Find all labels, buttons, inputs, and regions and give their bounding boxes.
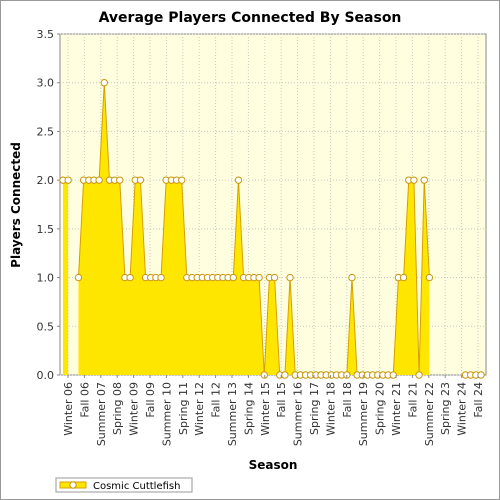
legend-label: Cosmic Cuttlefish (93, 481, 180, 492)
x-tick-label: Winter 06 (62, 382, 75, 436)
data-point (64, 176, 72, 184)
y-tick-label: 3.0 (37, 77, 55, 90)
series-markers (59, 79, 485, 379)
x-tick-label: Summer 13 (226, 382, 239, 446)
x-axis-label: Season (249, 458, 298, 472)
data-point (399, 273, 408, 282)
x-tick-label: Spring 08 (111, 382, 124, 435)
x-tick-label: Summer 10 (160, 382, 173, 446)
x-tick-label: Spring 17 (308, 382, 321, 435)
data-point (415, 371, 423, 379)
y-tick-label: 2.0 (37, 174, 55, 187)
y-axis-label: Players Connected (9, 142, 23, 268)
x-tick-label: Winter 12 (193, 382, 206, 436)
x-axis-ticks: Winter 06 Fall 06 Summer 07 Spring 08 Winter… (62, 375, 485, 446)
data-point (477, 371, 485, 379)
data-point (255, 273, 263, 282)
x-tick-label: Spring 23 (439, 382, 452, 435)
x-tick-label: Summer 16 (292, 382, 305, 446)
x-tick-label: Fall 12 (210, 382, 223, 418)
data-point (270, 273, 279, 282)
data-point (281, 371, 289, 379)
data-point (177, 176, 186, 184)
x-tick-label: Fall 09 (144, 382, 157, 418)
y-tick-label: 0.5 (37, 320, 55, 333)
x-tick-label: Fall 24 (472, 382, 485, 418)
y-axis-ticks: 0.0 0.5 1.0 1.5 2.0 2.5 3.0 3.5 (37, 28, 60, 382)
data-point (95, 176, 103, 184)
x-tick-label: Winter 24 (456, 382, 469, 436)
y-tick-label: 0.0 (37, 369, 55, 382)
chart-title: Average Players Connected By Season (99, 10, 402, 26)
data-point (157, 273, 165, 282)
data-point (116, 176, 124, 184)
y-tick-label: 1.5 (37, 223, 55, 236)
data-point (260, 371, 268, 379)
y-tick-label: 3.5 (37, 28, 55, 41)
x-tick-label: Spring 11 (177, 382, 190, 435)
data-point (74, 273, 83, 282)
x-tick-label: Summer 22 (423, 382, 436, 446)
x-tick-label: Spring 20 (374, 382, 387, 435)
x-tick-label: Fall 18 (341, 382, 354, 418)
x-tick-label: Summer 07 (95, 382, 108, 446)
y-tick-label: 1.0 (37, 272, 55, 285)
area-fill (63, 180, 69, 375)
x-tick-label: Fall 21 (406, 382, 419, 418)
data-point (286, 273, 294, 282)
data-point (100, 79, 108, 87)
data-point (126, 273, 134, 282)
legend-marker (69, 481, 77, 489)
x-tick-label: Summer 19 (357, 382, 370, 446)
data-point (136, 176, 145, 184)
x-tick-label: Spring 14 (242, 382, 255, 435)
data-point (234, 176, 243, 184)
data-point (229, 273, 237, 282)
x-tick-label: Fall 15 (275, 382, 288, 418)
data-point (425, 273, 434, 282)
data-point (348, 273, 356, 282)
legend: Cosmic Cuttlefish (55, 477, 193, 493)
x-tick-label: Winter 21 (390, 382, 403, 436)
y-tick-label: 2.5 (37, 125, 55, 138)
x-tick-label: Winter 15 (259, 382, 272, 436)
x-tick-label: Fall 06 (78, 382, 91, 418)
area-fill (78, 82, 430, 375)
legend-box (55, 477, 193, 493)
data-point (420, 176, 428, 184)
x-tick-label: Winter 18 (324, 382, 337, 436)
x-tick-label: Winter 09 (128, 382, 141, 436)
data-point (410, 176, 418, 184)
